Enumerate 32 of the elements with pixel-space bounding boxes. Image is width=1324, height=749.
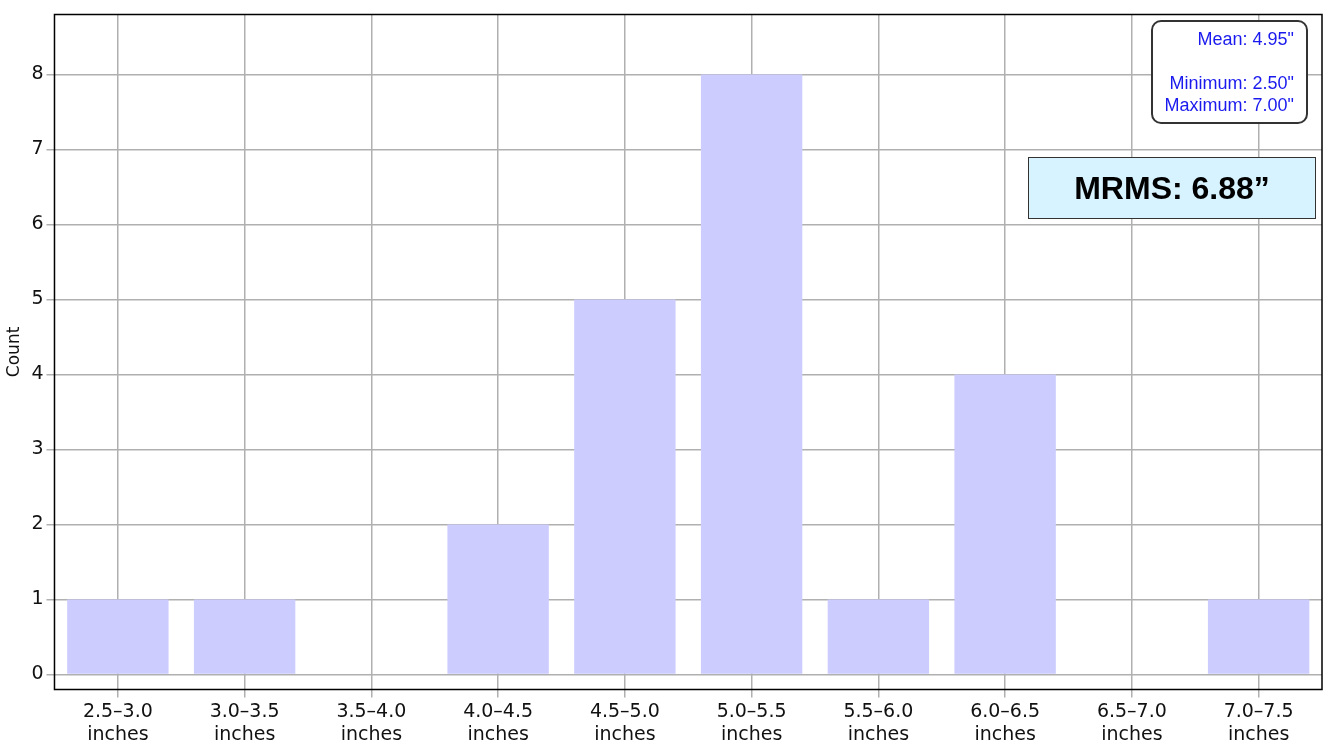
bar [574, 299, 676, 674]
annotation: Maximum: 7.00" [1164, 94, 1294, 116]
y-tick-label: 0 [31, 661, 44, 684]
x-tick-label: 6.5–7.0 inches [1096, 698, 1167, 744]
bar [954, 374, 1056, 674]
x-tick-label: 4.5–5.0 inches [589, 698, 660, 744]
y-tick-label: 5 [31, 286, 44, 309]
bar [1207, 599, 1310, 674]
y-tick-label: 8 [31, 61, 44, 84]
bar [67, 599, 169, 674]
x-tick-label: 6.0–6.5 inches [970, 698, 1041, 744]
annotation: MRMS: 6.88” [1028, 157, 1316, 219]
x-tick-label: 5.0–5.5 inches [716, 698, 787, 744]
y-tick-label: 2 [31, 511, 44, 534]
bar [447, 524, 549, 674]
bar [193, 599, 296, 674]
y-tick-label: 4 [31, 361, 44, 384]
x-tick-label: 7.0–7.5 inches [1223, 698, 1294, 744]
y-tick-label: 1 [31, 586, 44, 609]
annotation: Mean: 4.95" [1196, 28, 1294, 50]
y-tick-label: 7 [31, 136, 44, 159]
x-tick-label: 3.5–4.0 inches [336, 698, 407, 744]
x-tick-label: 5.5–6.0 inches [843, 698, 914, 744]
bar [827, 599, 930, 674]
x-tick-label: 4.0–4.5 inches [463, 698, 534, 744]
y-axis-title: Count [2, 326, 23, 378]
annotation: Minimum: 2.50" [1168, 72, 1294, 94]
x-tick-label: 2.5–3.0 inches [82, 698, 153, 744]
bar [700, 74, 803, 674]
y-tick-label: 6 [31, 211, 44, 234]
x-tick-label: 3.0–3.5 inches [209, 698, 280, 744]
y-tick-label: 3 [31, 436, 44, 459]
